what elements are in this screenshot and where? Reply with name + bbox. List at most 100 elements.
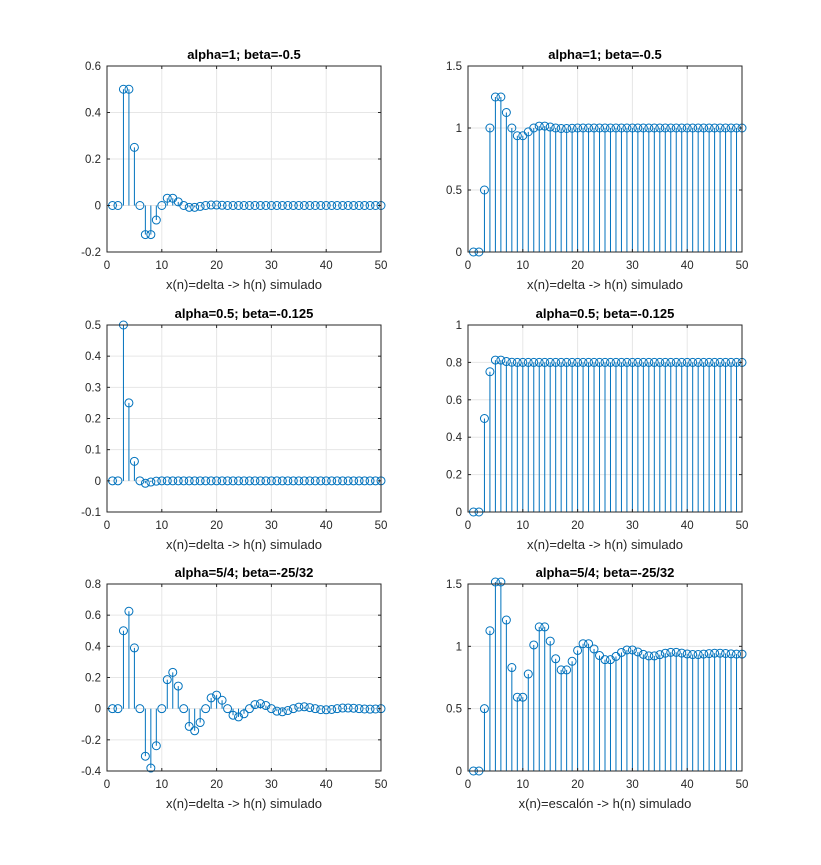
stem-marker <box>190 202 200 212</box>
x-tick-label: 10 <box>516 779 529 791</box>
stem-marker <box>660 648 670 658</box>
stem-marker <box>721 123 731 133</box>
stem-marker <box>179 704 189 714</box>
x-tick-label: 30 <box>265 260 278 272</box>
stem-marker <box>118 84 128 94</box>
stem-series <box>107 84 386 240</box>
stem-marker <box>693 650 703 660</box>
stem-marker <box>360 476 370 486</box>
stem-marker <box>365 476 375 486</box>
stem-marker <box>638 123 648 133</box>
y-tick-label: 0.5 <box>446 185 462 197</box>
y-tick-label: 1 <box>456 123 462 135</box>
stem-marker <box>343 703 353 713</box>
subplot-4: 0 10 20 30 40 50 0 0.2 0.4 0.6 0.8 1 alpha=0.5; bet… <box>446 306 748 552</box>
stem-marker <box>622 123 632 133</box>
stem-marker <box>496 355 506 365</box>
stem-marker <box>124 398 134 408</box>
stem-marker <box>567 656 577 666</box>
subplot-3: 0 10 20 30 40 50-0.100.10.20.30.40.5 alpha=0.… <box>81 306 387 552</box>
x-axis-label: x(n)=delta -> h(n) simulado <box>166 796 322 811</box>
x-tick-label: 50 <box>375 260 388 272</box>
y-tick-label: 1.5 <box>446 61 462 73</box>
x-tick-label: 30 <box>626 779 639 791</box>
stem-marker <box>529 357 539 367</box>
stem-marker <box>244 201 254 210</box>
stem-marker <box>201 201 211 210</box>
stem-marker <box>682 123 692 133</box>
stem-marker <box>567 123 577 133</box>
x-tick-label: 20 <box>571 260 584 272</box>
x-tick-label: 20 <box>571 520 584 532</box>
stem-marker <box>135 704 145 714</box>
stem-marker <box>179 476 189 486</box>
stem-marker <box>490 355 500 365</box>
x-tick-label: 0 <box>465 260 471 272</box>
stem-marker <box>305 201 315 210</box>
stem-marker <box>666 357 676 367</box>
stem-marker <box>228 710 238 720</box>
stem-marker <box>627 357 637 367</box>
stem-marker <box>704 357 714 367</box>
stem-marker <box>327 476 337 486</box>
stem-marker <box>600 357 610 367</box>
stem-marker <box>212 476 222 486</box>
stem-marker <box>113 476 123 486</box>
stem-marker <box>266 476 276 486</box>
stem-marker <box>507 357 517 367</box>
stem-marker <box>627 123 637 133</box>
x-tick-label: 30 <box>265 779 278 791</box>
stem-marker <box>338 201 348 210</box>
x-tick-label: 50 <box>375 520 388 532</box>
subplot-1: 0 10 20 30 40 50-0.200.20.40.6 alpha=1; beta=… <box>81 47 387 292</box>
stem-marker <box>343 476 353 486</box>
stem-marker <box>184 202 194 212</box>
x-tick-label: 50 <box>375 779 388 791</box>
x-tick-label: 0 <box>465 779 471 791</box>
stem-marker <box>206 200 216 210</box>
stem-marker <box>512 692 522 702</box>
stem-marker <box>605 655 615 665</box>
stem-marker <box>332 476 342 486</box>
x-axis-label: x(n)=delta -> h(n) simulado <box>527 537 683 552</box>
stem-marker <box>518 692 528 702</box>
stem-marker <box>595 357 605 367</box>
stem-marker <box>288 704 298 714</box>
stem-marker <box>611 357 621 367</box>
y-tick-label: 0.6 <box>446 395 462 407</box>
stem-marker <box>299 476 309 486</box>
stem-marker <box>633 647 643 657</box>
stem-marker <box>321 201 331 210</box>
stem-marker <box>496 577 506 587</box>
stem-marker <box>234 476 244 486</box>
stem-marker <box>688 123 698 133</box>
stem-marker <box>501 615 511 625</box>
stem-marker <box>584 639 594 649</box>
stem-marker <box>157 201 167 210</box>
stem-marker <box>633 357 643 367</box>
stem-marker <box>523 357 533 367</box>
stem-marker <box>529 123 539 133</box>
stem-marker <box>721 357 731 367</box>
y-tick-label: 0.8 <box>446 357 462 369</box>
stem-marker <box>479 704 489 714</box>
stem-marker <box>266 201 276 210</box>
stem-marker <box>217 695 227 705</box>
stem-marker <box>299 201 309 210</box>
x-tick-label: 30 <box>265 520 278 532</box>
y-tick-label: 0.5 <box>85 320 101 332</box>
stem-marker <box>206 693 216 703</box>
stem-marker <box>217 476 227 486</box>
stem-marker <box>605 123 615 133</box>
x-tick-label: 50 <box>736 520 749 532</box>
stem-marker <box>622 357 632 367</box>
stem-marker <box>573 645 583 655</box>
stem-marker <box>540 622 550 632</box>
stem-marker <box>173 681 183 691</box>
stem-marker <box>201 704 211 714</box>
stem-marker <box>146 477 156 487</box>
x-axis-label: x(n)=delta -> h(n) simulado <box>527 277 683 292</box>
stem-marker <box>272 201 282 210</box>
stem-marker <box>529 640 539 650</box>
stem-marker <box>294 702 304 712</box>
